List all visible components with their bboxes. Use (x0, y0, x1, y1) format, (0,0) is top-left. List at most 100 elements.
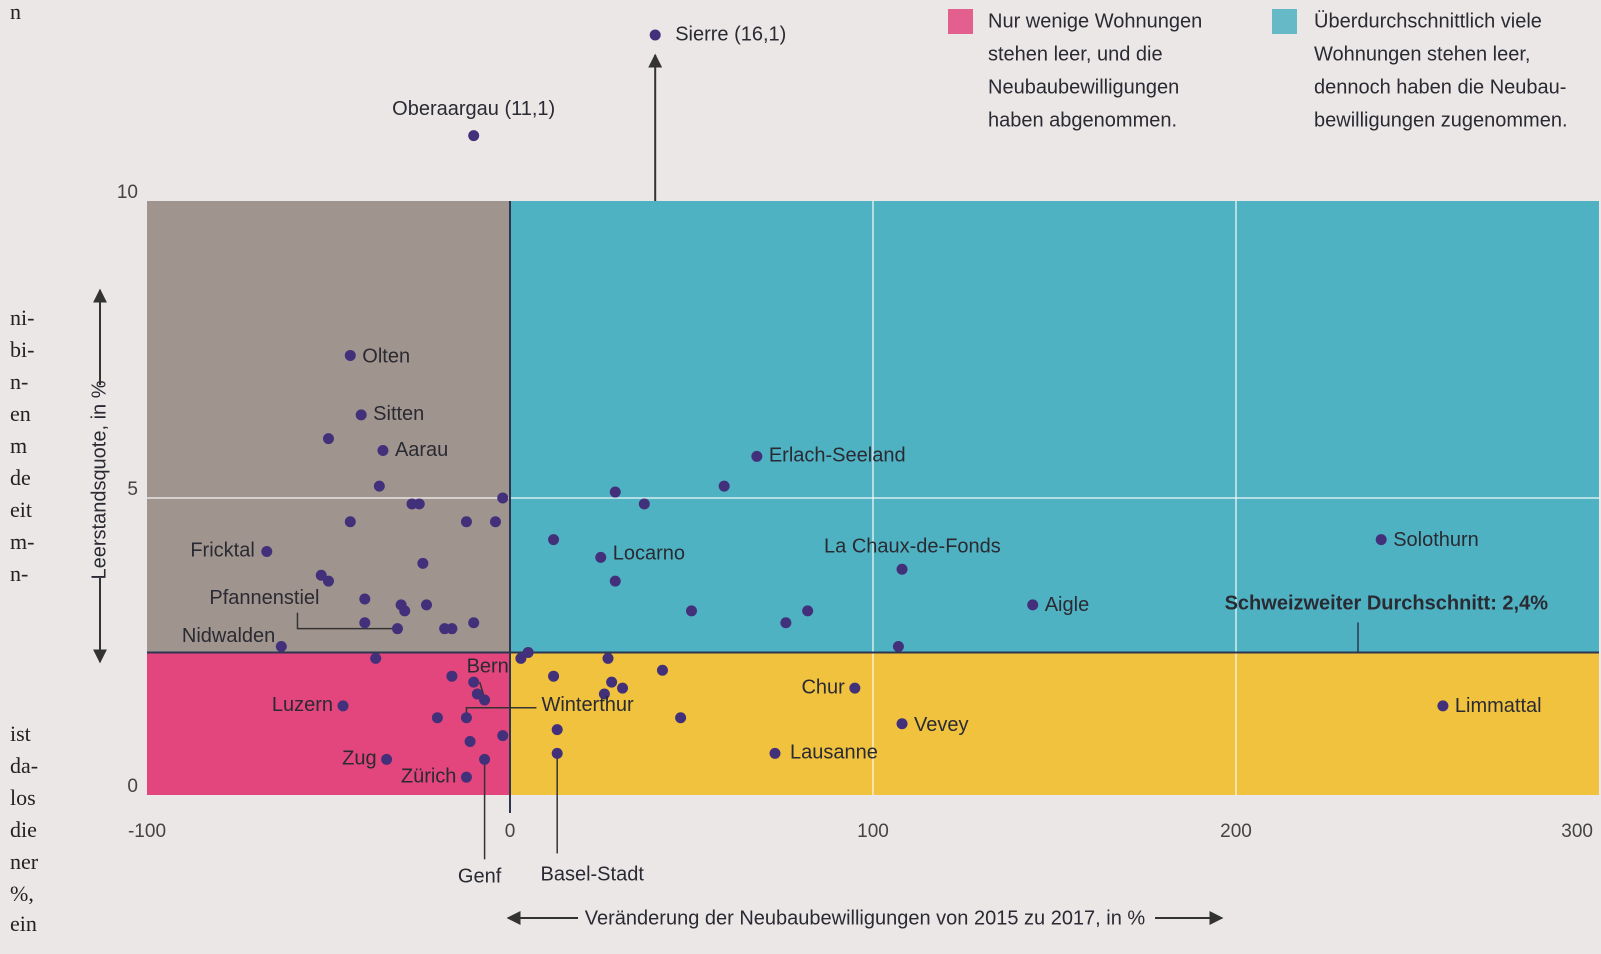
point (373, 480, 385, 492)
point (460, 712, 472, 724)
margin-text: eit (10, 497, 32, 522)
margin-text: en (10, 401, 31, 426)
point (315, 569, 327, 581)
point (261, 545, 273, 557)
legend-swatch (1272, 9, 1297, 34)
point (849, 682, 861, 694)
point (656, 664, 668, 676)
point (431, 712, 443, 724)
point (468, 130, 480, 142)
point (359, 593, 371, 605)
margin-text: ner (10, 849, 39, 874)
point (417, 557, 429, 569)
y-tick-label: 10 (117, 182, 138, 203)
marks (261, 29, 1449, 860)
point (337, 700, 349, 712)
point (446, 670, 458, 682)
point (1437, 700, 1449, 712)
point (1375, 534, 1387, 546)
point-label: Erlach-Seeland (769, 445, 906, 467)
point-label: Pfannenstiel (209, 587, 319, 609)
point (609, 486, 621, 498)
quadrant-bottom-right (510, 652, 1599, 795)
margin-text: bi- (10, 337, 34, 362)
legend-text: Neubaubewilligungen (988, 76, 1179, 98)
point-label: Aarau (395, 439, 448, 461)
legend-text: dennoch haben die Neubau- (1314, 76, 1566, 98)
margin-text: da- (10, 753, 38, 778)
point-label: Oberaargau (11,1) (392, 98, 555, 120)
point-label: Nidwalden (182, 625, 275, 647)
margin-text: ni- (10, 305, 34, 330)
point (769, 747, 781, 759)
point (751, 450, 763, 462)
margin-text: n- (10, 369, 28, 394)
margin-text: m (10, 433, 27, 458)
grid (147, 201, 1599, 813)
point-label: Winterthur (541, 694, 634, 716)
legend-text: Überdurchschnittlich viele (1314, 10, 1542, 32)
x-tick-label: -100 (128, 821, 166, 842)
point (638, 498, 650, 510)
point-label: Vevey (914, 714, 968, 736)
point (479, 753, 491, 765)
point-label: Luzern (272, 694, 333, 716)
x-tick-label: 200 (1220, 821, 1252, 842)
point-label: Bern (467, 655, 509, 677)
leader-line (296, 612, 398, 630)
point (497, 730, 509, 742)
point-label: Limmattal (1455, 695, 1542, 717)
point (675, 712, 687, 724)
point (609, 575, 621, 587)
point-label: Zürich (401, 765, 457, 787)
point-label: Zug (342, 748, 376, 770)
point (381, 753, 393, 765)
point (649, 29, 661, 41)
legend-text: haben abgenommen. (988, 109, 1177, 131)
margin-text: n- (10, 561, 28, 586)
point-label: Fricktal (190, 540, 254, 562)
point (489, 516, 501, 528)
point (359, 617, 371, 629)
point (468, 617, 480, 629)
point (344, 349, 356, 361)
point (355, 409, 367, 421)
point (497, 492, 509, 504)
point (344, 516, 356, 528)
point-label: Genf (458, 866, 502, 888)
legend-swatch (948, 9, 973, 34)
point (617, 682, 629, 694)
point (323, 433, 334, 445)
point (602, 652, 614, 664)
plot-background (147, 201, 1599, 795)
margin-text: los (10, 785, 36, 810)
point-label: Sierre (16,1) (675, 23, 786, 45)
legend-text: Nur wenige Wohnungen (988, 10, 1202, 32)
point (515, 652, 527, 664)
y-tick-label: 5 (127, 479, 138, 500)
point (464, 736, 476, 748)
point (421, 599, 433, 611)
x-tick-label: 300 (1561, 821, 1593, 842)
point (896, 563, 908, 575)
point (399, 605, 411, 617)
legend-text: stehen leer, und die (988, 43, 1163, 65)
point-label: Sitten (373, 403, 424, 425)
point (551, 724, 563, 736)
point (718, 480, 730, 492)
point (479, 694, 491, 706)
x-axis-label: Veränderung der Neubaubewilligungen von … (585, 907, 1146, 929)
point (468, 676, 480, 688)
point (446, 623, 458, 635)
point (606, 676, 618, 688)
y-tick-label: 0 (127, 776, 138, 797)
point-label: Chur (801, 676, 845, 698)
point-label: Aigle (1045, 594, 1089, 616)
quadrant-top-right (510, 201, 1599, 653)
x-tick-label: 0 (505, 821, 516, 842)
point (896, 718, 908, 730)
point (802, 605, 814, 617)
x-tick-label: 100 (857, 821, 889, 842)
margin-text: die (10, 817, 37, 842)
